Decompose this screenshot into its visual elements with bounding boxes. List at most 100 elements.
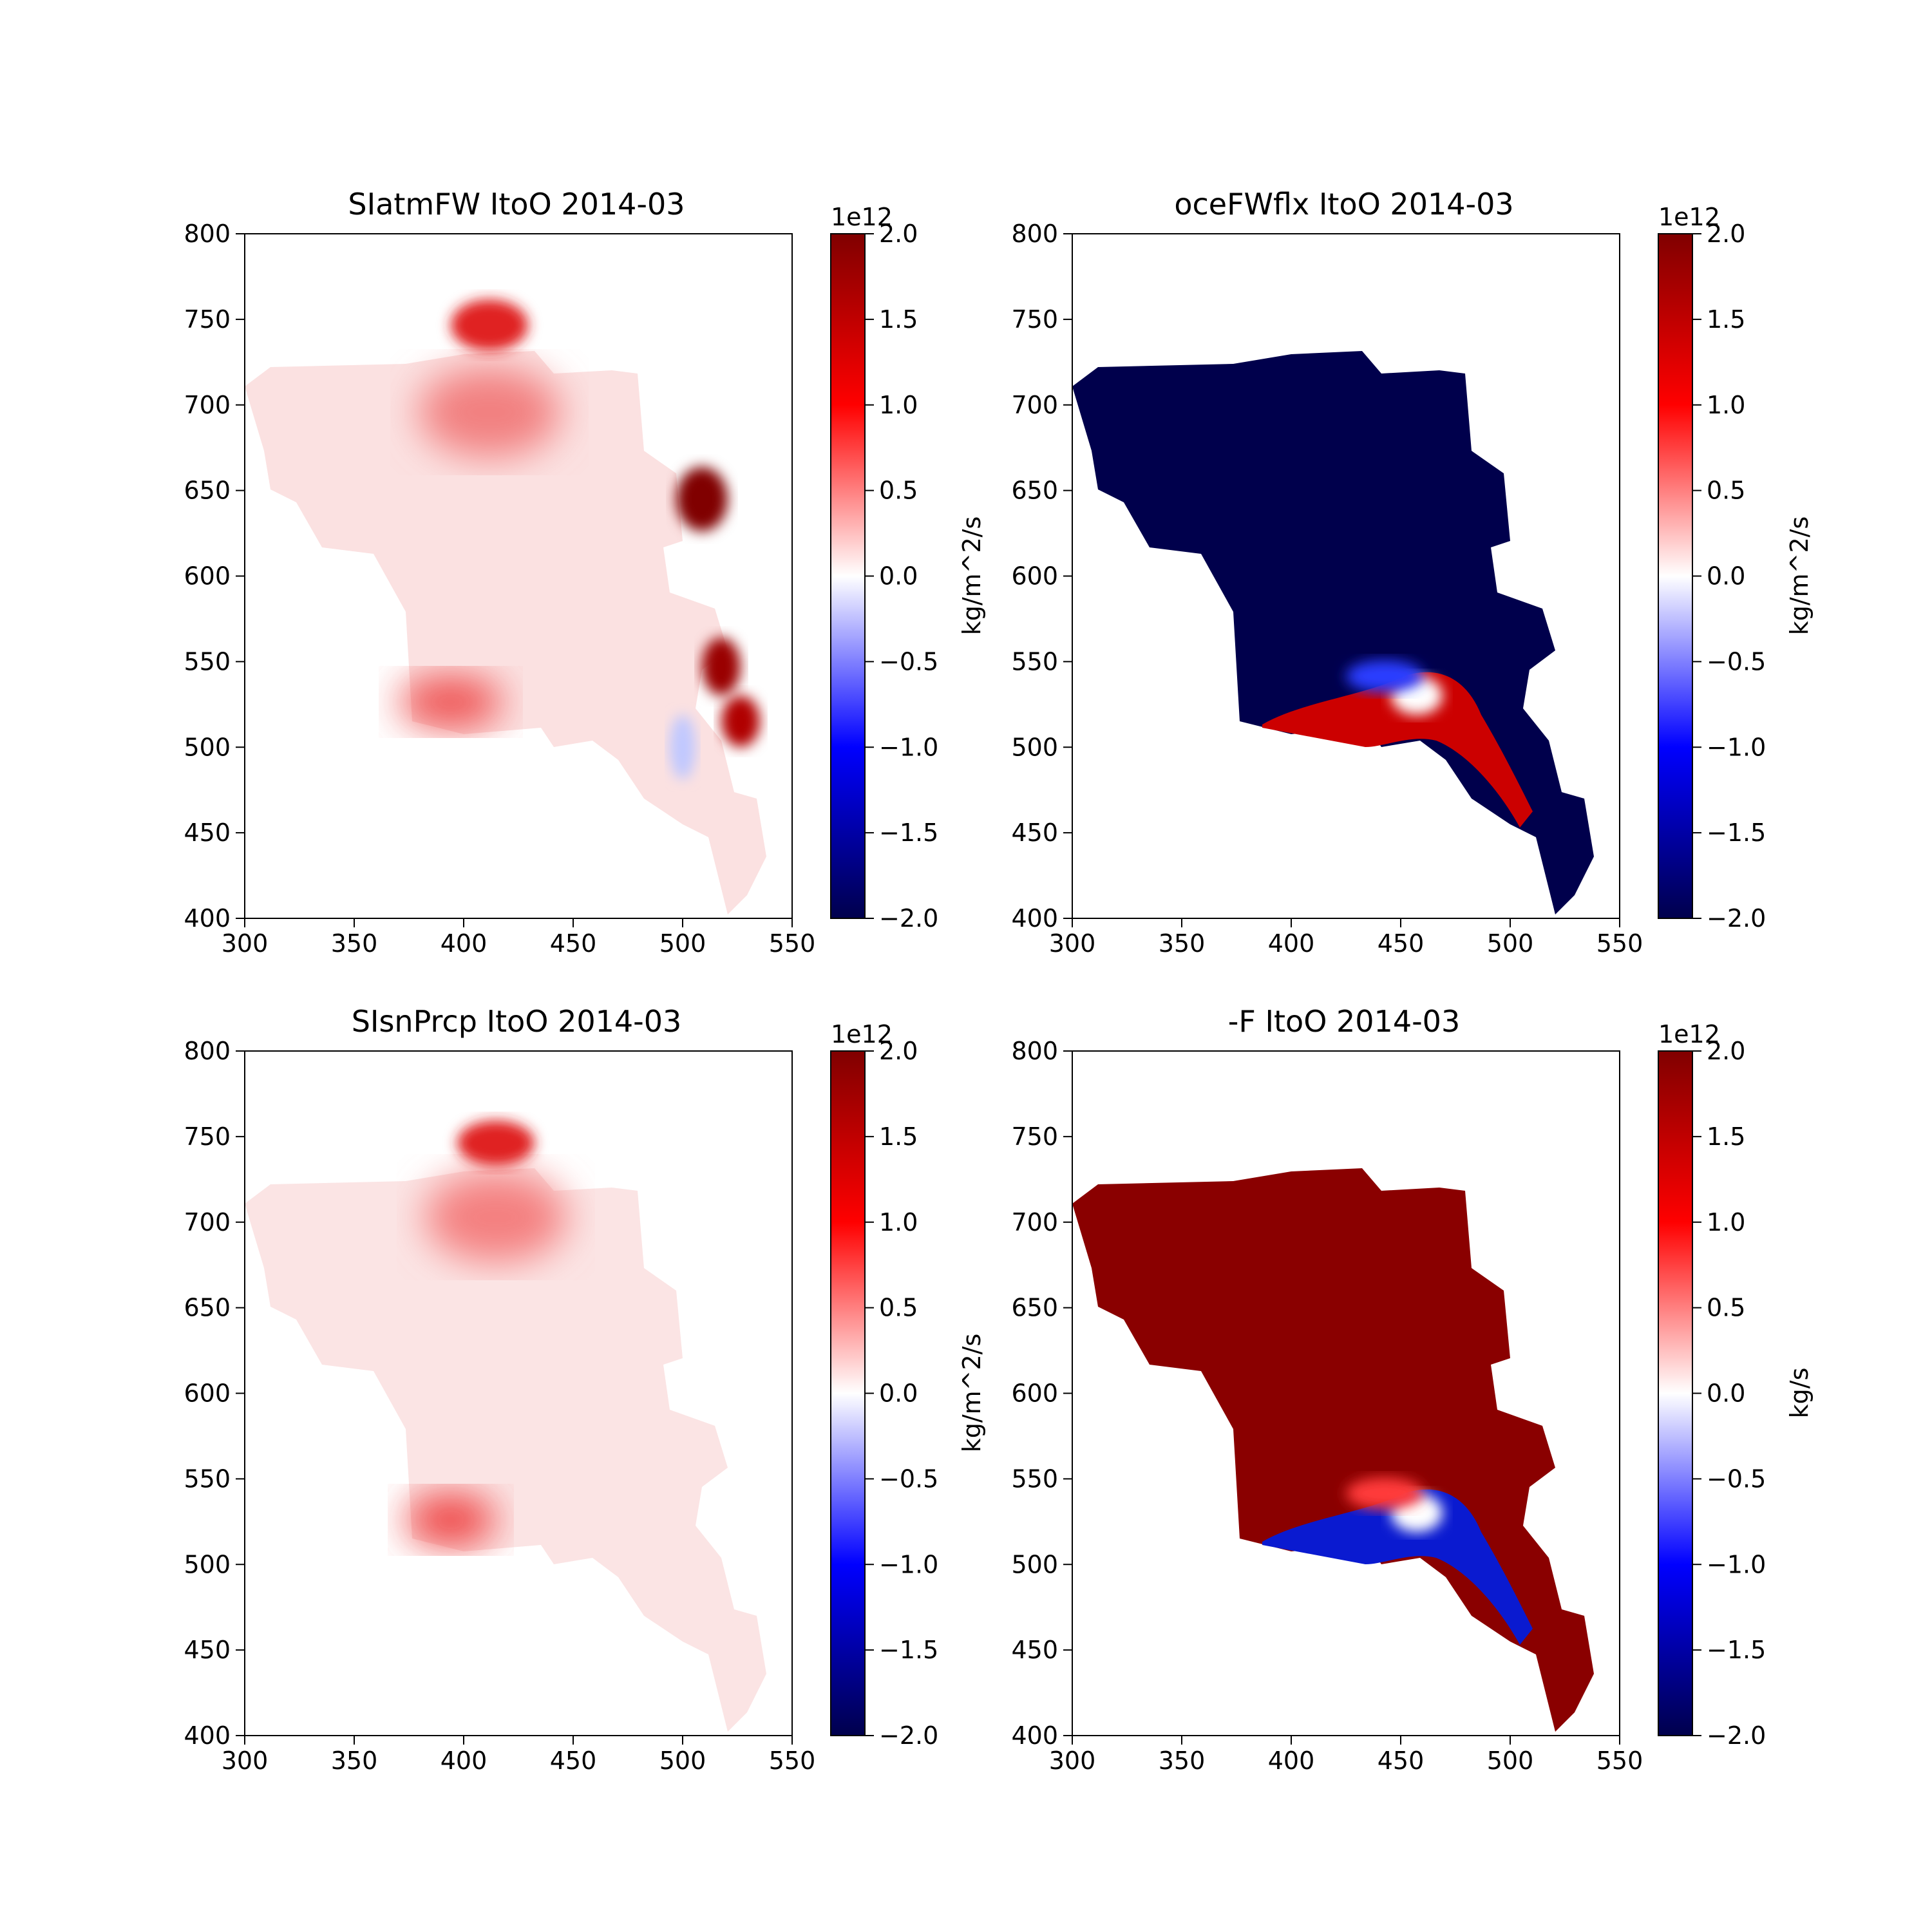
colorbar-tick-label: −1.0 (1707, 733, 1766, 761)
colorbar-tick-label: −1.5 (1707, 1636, 1766, 1664)
x-axis: 300 350 400 450 500 550 (222, 1736, 816, 1775)
field-blob (702, 638, 741, 696)
x-tick-label: 350 (1159, 1747, 1206, 1775)
colorbar-tick-label: −1.5 (879, 819, 938, 847)
colorbar-tick-label: −2.0 (879, 1721, 938, 1750)
field-blob (406, 1494, 496, 1546)
colorbar-tick-label: 0.0 (879, 562, 918, 591)
x-tick-label: 450 (1378, 1747, 1425, 1775)
heatmap-field (245, 1121, 766, 1732)
y-tick-label: 450 (1011, 1636, 1058, 1664)
heatmap-field (245, 299, 766, 914)
y-tick-label: 500 (1011, 733, 1058, 761)
y-tick-label: 500 (184, 1550, 231, 1578)
colorbar-tick-label: 1.5 (879, 1122, 918, 1151)
field-blob (419, 367, 560, 457)
colorbar-tick-label: −1.0 (879, 733, 938, 761)
colorbar-tick-label: −1.5 (1707, 819, 1766, 847)
panel-1: SIatmFW ItoO 2014-03 300 350 400 450 500 550 … (184, 187, 986, 958)
y-tick-label: 750 (1011, 305, 1058, 334)
y-axis: 400 450 500 550 600 650 700 750 800 (1011, 1037, 1072, 1750)
panel-title: -F ItoO 2014-03 (1228, 1004, 1460, 1039)
colorbar-tick-label: 2.0 (879, 1037, 918, 1065)
y-tick-label: 400 (184, 1721, 231, 1750)
colorbar-tick-label: −2.0 (1707, 1721, 1766, 1750)
colorbar-tick-label: 1.5 (1707, 1122, 1745, 1151)
heatmap-field (1072, 1168, 1594, 1732)
x-tick-label: 400 (1268, 929, 1315, 958)
y-tick-label: 550 (1011, 1464, 1058, 1493)
y-tick-label: 750 (184, 1122, 231, 1151)
colorbar-tick-label: 2.0 (1707, 1037, 1745, 1065)
colorbar (1658, 233, 1693, 919)
colorbar-tick-label: 1.0 (879, 1208, 918, 1236)
panel-2: oceFWflx ItoO 2014-03 300 350 400 450 500 550… (1011, 187, 1814, 958)
colorbar-tick-label: 1.0 (879, 391, 918, 419)
colorbar-tick-label: −0.5 (1707, 647, 1766, 676)
y-tick-label: 750 (184, 305, 231, 334)
x-tick-label: 300 (222, 1747, 269, 1775)
land-mask-region (245, 351, 766, 914)
field-band (1262, 1489, 1533, 1645)
x-tick-label: 350 (331, 929, 378, 958)
x-tick-label: 350 (1159, 929, 1206, 958)
y-tick-label: 600 (1011, 562, 1058, 591)
x-tick-label: 500 (659, 929, 706, 958)
y-tick-label: 500 (1011, 1550, 1058, 1578)
x-tick-label: 500 (1487, 929, 1534, 958)
colorbar-tick-label: −1.0 (1707, 1550, 1766, 1578)
panel-title: SIatmFW ItoO 2014-03 (348, 187, 685, 222)
colorbar-tick-label: 2.0 (879, 220, 918, 248)
colorbar (830, 233, 866, 919)
y-tick-label: 450 (184, 1636, 231, 1664)
field-blob (399, 676, 502, 728)
colorbar-tick-label: 0.0 (1707, 562, 1745, 591)
y-tick-label: 700 (1011, 391, 1058, 419)
x-tick-label: 550 (769, 1747, 816, 1775)
y-tick-label: 400 (1011, 1721, 1058, 1750)
panel-3: SIsnPrcp ItoO 2014-03 300 350 400 450 500 550… (184, 1004, 986, 1775)
x-tick-label: 400 (1268, 1747, 1315, 1775)
y-tick-label: 800 (1011, 1037, 1058, 1065)
panel-title: oceFWflx ItoO 2014-03 (1174, 187, 1513, 222)
colorbar-ticks: −2.0 −1.5 −1.0 −0.5 0.0 0.5 1.0 1.5 2.0 (865, 1037, 938, 1750)
colorbar-ticks: −2.0 −1.5 −1.0 −0.5 0.0 0.5 1.0 1.5 2.0 (1692, 1037, 1766, 1750)
land-mask-region (1072, 1168, 1594, 1732)
colorbar-ticks: −2.0 −1.5 −1.0 −0.5 0.0 0.5 1.0 1.5 2.0 (1692, 220, 1766, 933)
field-blob (1346, 660, 1423, 692)
y-tick-label: 800 (184, 220, 231, 248)
y-tick-label: 600 (184, 1379, 231, 1408)
field-blob (425, 1172, 567, 1262)
y-axis: 400 450 500 550 600 650 700 750 800 (184, 1037, 245, 1750)
colorbar-ticks: −2.0 −1.5 −1.0 −0.5 0.0 0.5 1.0 1.5 2.0 (865, 220, 938, 933)
colorbar-tick-label: 0.5 (879, 1294, 918, 1322)
y-tick-label: 650 (1011, 1294, 1058, 1322)
y-tick-label: 700 (184, 1208, 231, 1236)
y-tick-label: 600 (1011, 1379, 1058, 1408)
land-mask-region (245, 1168, 766, 1732)
colorbar-tick-label: −0.5 (879, 1464, 938, 1493)
y-tick-label: 500 (184, 733, 231, 761)
x-tick-label: 550 (1596, 929, 1643, 958)
colorbar-label: kg/m^2/s (958, 516, 986, 636)
y-tick-label: 400 (184, 904, 231, 933)
colorbar-tick-label: −0.5 (1707, 1464, 1766, 1493)
x-tick-label: 450 (550, 1747, 597, 1775)
colorbar-tick-label: 0.5 (1707, 477, 1745, 505)
heatmap-field (1072, 351, 1594, 914)
y-axis: 400 450 500 550 600 650 700 750 800 (1011, 220, 1072, 933)
field-blob (457, 1121, 535, 1166)
colorbar-tick-label: 1.0 (1707, 1208, 1745, 1236)
colorbar-tick-label: 1.0 (1707, 391, 1745, 419)
field-blob (1346, 1477, 1423, 1510)
field-blob (721, 696, 760, 747)
colorbar-tick-label: −2.0 (1707, 904, 1766, 933)
colorbar-offset: 1e12 (831, 1020, 893, 1048)
x-axis: 300 350 400 450 500 550 (1049, 1736, 1643, 1775)
x-tick-label: 500 (1487, 1747, 1534, 1775)
field-blob (670, 715, 696, 779)
colorbar-tick-label: 2.0 (1707, 220, 1745, 248)
y-axis: 400 450 500 550 600 650 700 750 800 (184, 220, 245, 933)
colorbar-label: kg/m^2/s (1785, 516, 1814, 636)
